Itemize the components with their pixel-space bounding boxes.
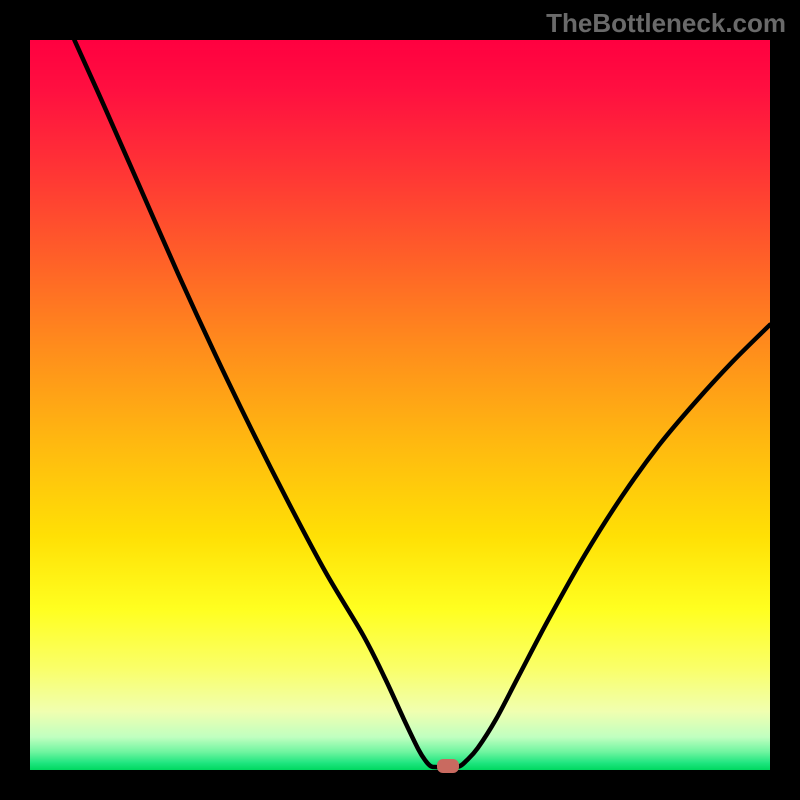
bottleneck-curve bbox=[74, 40, 770, 767]
watermark-text: TheBottleneck.com bbox=[546, 8, 786, 39]
chart-container: TheBottleneck.com bbox=[0, 0, 800, 800]
plot-area bbox=[30, 40, 770, 770]
bottleneck-curve-layer bbox=[30, 40, 770, 770]
recommended-point-marker bbox=[437, 759, 459, 773]
